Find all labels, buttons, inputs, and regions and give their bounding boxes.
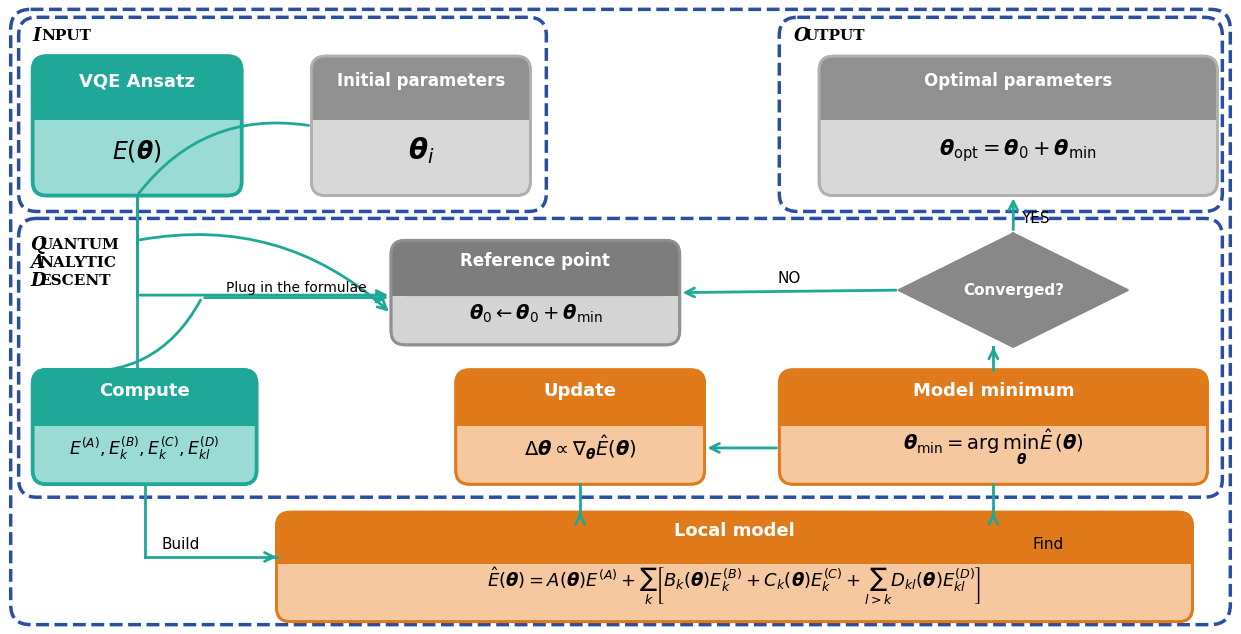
FancyBboxPatch shape [779,370,1207,484]
Text: D: D [31,272,46,290]
Text: YES: YES [1021,211,1050,226]
Text: UANTUM: UANTUM [40,238,119,252]
Text: Initial parameters: Initial parameters [336,72,505,90]
FancyBboxPatch shape [779,370,1207,425]
Text: $\boldsymbol{\theta}_{\mathrm{opt}} = \boldsymbol{\theta}_{0} + \boldsymbol{\the: $\boldsymbol{\theta}_{\mathrm{opt}} = \b… [939,138,1097,164]
Polygon shape [898,233,1128,347]
Text: $E(\boldsymbol{\theta})$: $E(\boldsymbol{\theta})$ [113,138,161,164]
FancyBboxPatch shape [32,56,242,195]
FancyBboxPatch shape [391,240,680,296]
Text: $\boldsymbol{\theta}_i$: $\boldsymbol{\theta}_i$ [407,135,434,166]
Text: NPUT: NPUT [41,29,92,43]
Bar [391,282,680,296]
FancyBboxPatch shape [277,512,1193,622]
Text: ESCENT: ESCENT [40,274,110,288]
FancyBboxPatch shape [311,56,530,195]
Bar [32,106,242,120]
FancyBboxPatch shape [455,370,705,484]
Text: $\boldsymbol{\theta}_0 \leftarrow \boldsymbol{\theta}_0 + \boldsymbol{\theta}_{\: $\boldsymbol{\theta}_0 \leftarrow \bolds… [469,302,602,325]
Text: Compute: Compute [99,382,190,399]
FancyBboxPatch shape [32,370,257,484]
FancyBboxPatch shape [32,370,257,425]
Bar [32,411,257,425]
Text: Optimal parameters: Optimal parameters [925,72,1112,90]
Text: Build: Build [161,536,200,552]
Text: NALYTIC: NALYTIC [40,256,117,270]
FancyBboxPatch shape [391,240,680,345]
Text: $\Delta\boldsymbol{\theta} \propto \nabla_{\boldsymbol{\theta}}\hat{E}(\boldsymb: $\Delta\boldsymbol{\theta} \propto \nabl… [524,434,637,462]
Text: UTPUT: UTPUT [804,29,865,43]
Bar [277,550,1193,564]
Text: Plug in the formulae: Plug in the formulae [226,281,367,295]
Text: VQE Ansatz: VQE Ansatz [79,72,195,90]
FancyBboxPatch shape [311,56,530,120]
Text: Update: Update [544,382,617,399]
Text: I: I [32,27,41,45]
Text: Reference point: Reference point [460,252,611,270]
Text: O: O [794,27,810,45]
Text: $E^{(A)},E_k^{(B)},E_k^{(C)},E_{kl}^{(D)}$: $E^{(A)},E_k^{(B)},E_k^{(C)},E_{kl}^{(D)… [69,434,220,462]
FancyBboxPatch shape [819,56,1217,195]
Bar [779,411,1207,425]
FancyBboxPatch shape [819,56,1217,120]
Text: Q: Q [31,236,46,254]
Bar [455,411,705,425]
Text: Local model: Local model [674,522,795,540]
Text: Find: Find [1033,536,1064,552]
Text: A: A [31,254,45,272]
FancyBboxPatch shape [277,512,1193,564]
Bar [819,106,1217,120]
Text: $\boldsymbol{\theta}_{\mathrm{min}} = \arg\min_{\boldsymbol{\theta}}\hat{E}\,(\b: $\boldsymbol{\theta}_{\mathrm{min}} = \a… [903,429,1083,467]
Text: NO: NO [778,271,800,286]
FancyBboxPatch shape [32,56,242,120]
Text: Model minimum: Model minimum [912,382,1075,399]
FancyBboxPatch shape [455,370,705,425]
Text: Converged?: Converged? [963,283,1064,297]
Bar [311,106,530,120]
Text: $\hat{E}(\boldsymbol{\theta}) = A(\boldsymbol{\theta})E^{(A)} + \sum_k\left[B_k(: $\hat{E}(\boldsymbol{\theta}) = A(\bolds… [488,565,982,607]
